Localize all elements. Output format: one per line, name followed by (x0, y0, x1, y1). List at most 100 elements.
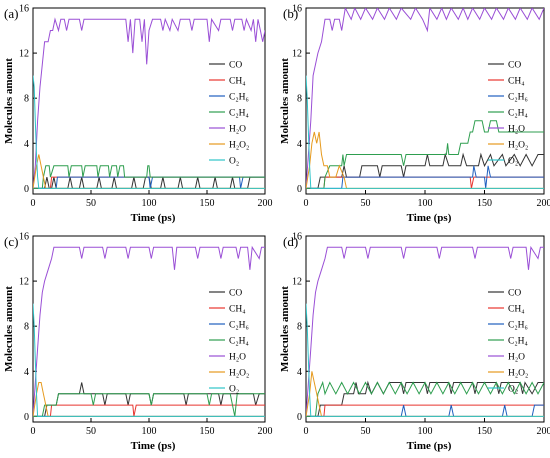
legend-label-co: CO (508, 61, 521, 71)
x-axis-title: Time (ps) (407, 212, 452, 224)
panel-c: (c) 0 50 100 150 200 0 4 8 12 16 Time (ps) Molecules… (3, 232, 273, 453)
y-tick-label: 8 (297, 94, 302, 105)
x-tick-label: 150 (477, 198, 492, 209)
legend-label-c2h6: C₂H₆ (229, 321, 249, 331)
legend-label-c2h6: C₂H₆ (508, 93, 528, 103)
x-tick-label: 100 (142, 198, 157, 209)
legend-label-ch4: CH₄ (508, 77, 525, 87)
y-tick-label: 8 (297, 322, 302, 333)
panel-b: (b) 0 50 100 150 200 0 4 8 12 16 Time (ps) Molecules… (279, 4, 550, 225)
y-axis-title: Molecules amount (3, 58, 15, 144)
legend-label-h2o: H₂O (508, 353, 525, 363)
series-line-c2h6 (306, 165, 544, 189)
y-tick-label: 8 (24, 94, 29, 105)
x-tick-label: 0 (31, 198, 36, 209)
legend-label-c2h4: C₂H₄ (508, 109, 528, 119)
series-line-c2h4 (306, 120, 544, 189)
legend-label-h2o2: H₂O₂ (508, 141, 528, 151)
y-axis-title: Molecules amount (279, 58, 291, 144)
legend-label-h2o: H₂O (229, 353, 246, 363)
y-tick-label: 0 (24, 412, 29, 423)
y-tick-label: 8 (24, 322, 29, 333)
legend-label-c2h6: C₂H₆ (229, 93, 249, 103)
series-line-h2o (33, 17, 265, 189)
y-tick-label: 16 (19, 4, 29, 15)
legend-label-ch4: CH₄ (508, 305, 525, 315)
legend-label-co: CO (508, 289, 521, 299)
legend-label-co: CO (229, 289, 242, 299)
panel-a: (a) 0 50 100 150 200 0 4 8 12 16 Time (ps) Molecules… (3, 4, 273, 225)
legend-label-o2: O₂ (508, 385, 518, 395)
legend-label-o2: O₂ (508, 157, 518, 167)
series-line-h2o (33, 245, 265, 417)
series-line-c2h6 (306, 404, 544, 417)
legend-label-co: CO (229, 61, 242, 71)
x-tick-label: 200 (537, 198, 550, 209)
y-tick-label: 16 (292, 4, 302, 15)
legend-label-h2o2: H₂O₂ (229, 141, 249, 151)
series-line-o2 (33, 303, 265, 417)
x-tick-label: 100 (142, 426, 157, 437)
series-line-o2 (306, 303, 544, 417)
y-tick-label: 16 (292, 232, 302, 243)
x-tick-label: 50 (361, 198, 371, 209)
x-tick-label: 100 (418, 426, 433, 437)
series-line-c2h4 (33, 393, 265, 417)
x-tick-label: 200 (258, 426, 273, 437)
y-tick-label: 12 (292, 277, 302, 288)
series-line-ch4 (306, 404, 544, 417)
x-tick-label: 0 (304, 198, 309, 209)
panel-label: (a) (4, 6, 18, 21)
series-line-c2h4 (306, 380, 544, 417)
x-tick-label: 200 (258, 198, 273, 209)
x-tick-label: 150 (200, 198, 215, 209)
series-line-h2o2 (306, 131, 544, 189)
x-axis-title: Time (ps) (407, 440, 452, 452)
y-tick-label: 12 (292, 49, 302, 60)
y-tick-label: 4 (24, 139, 29, 150)
x-tick-label: 150 (200, 426, 215, 437)
panel-d: (d) 0 50 100 150 200 0 4 8 12 16 Time (ps) Molecules… (279, 232, 550, 453)
legend-label-c2h4: C₂H₄ (508, 337, 528, 347)
x-tick-label: 150 (477, 426, 492, 437)
legend-label-ch4: CH₄ (229, 77, 246, 87)
series-line-o2 (306, 75, 544, 189)
legend-label-c2h4: C₂H₄ (229, 109, 249, 119)
series-line-c2h4 (33, 165, 265, 189)
y-tick-label: 4 (297, 139, 302, 150)
y-tick-label: 0 (297, 412, 302, 423)
panel-label: (d) (283, 234, 298, 249)
x-tick-label: 0 (304, 426, 309, 437)
legend-label-h2o: H₂O (229, 125, 246, 135)
x-tick-label: 200 (537, 426, 550, 437)
panel-label: (b) (283, 6, 298, 21)
series-line-ch4 (33, 404, 265, 417)
y-tick-label: 0 (24, 184, 29, 195)
y-tick-label: 0 (297, 184, 302, 195)
y-tick-label: 4 (24, 367, 29, 378)
legend-label-h2o2: H₂O₂ (229, 369, 249, 379)
series-line-c2h6 (33, 176, 265, 189)
series-line-h2o (306, 245, 544, 417)
panel-label: (c) (4, 234, 18, 249)
x-tick-label: 100 (418, 198, 433, 209)
series-line-h2o2 (306, 371, 544, 417)
series-line-o2 (33, 75, 265, 189)
y-tick-label: 12 (19, 49, 29, 60)
y-tick-label: 4 (297, 367, 302, 378)
y-tick-label: 12 (19, 277, 29, 288)
series-line-h2o (306, 8, 544, 189)
x-axis-title: Time (ps) (131, 440, 176, 452)
x-tick-label: 50 (361, 426, 371, 437)
legend-label-o2: O₂ (229, 385, 239, 395)
x-tick-label: 0 (31, 426, 36, 437)
x-tick-label: 50 (86, 198, 96, 209)
legend-label-h2o: H₂O (508, 125, 525, 135)
x-tick-label: 50 (86, 426, 96, 437)
legend-label-c2h4: C₂H₄ (229, 337, 249, 347)
y-axis-title: Molecules amount (3, 286, 15, 372)
legend-label-c2h6: C₂H₆ (508, 321, 528, 331)
legend-label-ch4: CH₄ (229, 305, 246, 315)
legend-label-o2: O₂ (229, 157, 239, 167)
